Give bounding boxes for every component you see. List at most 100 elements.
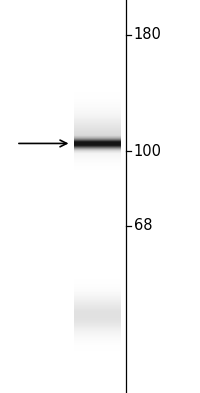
Bar — [74, 284, 120, 285]
Bar — [74, 259, 120, 261]
Bar — [74, 219, 120, 220]
Bar — [74, 87, 120, 89]
Bar — [74, 331, 120, 332]
Text: 180: 180 — [133, 27, 161, 42]
Bar — [74, 275, 120, 277]
Bar — [74, 28, 120, 29]
Bar — [74, 261, 120, 263]
Bar — [74, 71, 120, 73]
Bar — [74, 332, 120, 334]
Bar — [74, 246, 120, 248]
Bar — [74, 47, 120, 48]
Bar — [74, 187, 120, 189]
Bar — [74, 154, 120, 156]
Bar — [74, 115, 120, 116]
Bar — [74, 18, 120, 20]
Bar — [74, 164, 120, 165]
Bar — [74, 239, 120, 240]
Bar — [74, 126, 120, 127]
Bar — [74, 83, 120, 85]
Bar — [74, 166, 120, 167]
Bar — [74, 316, 120, 318]
Bar — [74, 242, 120, 244]
Bar — [74, 289, 120, 290]
Bar — [74, 152, 120, 154]
Bar — [74, 204, 120, 206]
Bar — [74, 319, 120, 320]
Bar — [74, 355, 120, 356]
Bar — [74, 69, 120, 71]
Bar — [74, 268, 120, 269]
Bar — [74, 19, 120, 20]
Bar — [74, 99, 120, 100]
Bar — [74, 108, 120, 109]
Bar — [74, 380, 120, 381]
Bar — [74, 15, 120, 17]
Bar — [74, 224, 120, 226]
Bar — [74, 146, 120, 147]
Bar — [74, 202, 120, 203]
Bar — [74, 231, 120, 232]
Bar — [74, 267, 120, 268]
Bar — [74, 41, 120, 42]
Bar — [74, 194, 120, 195]
Bar — [74, 251, 120, 252]
Bar — [74, 134, 120, 136]
Bar — [74, 180, 120, 181]
Bar — [74, 381, 120, 383]
Bar — [74, 161, 120, 162]
Bar — [74, 72, 120, 73]
Bar — [74, 168, 120, 169]
Bar — [74, 107, 120, 108]
Bar — [74, 351, 120, 353]
Bar — [74, 299, 120, 300]
Bar — [74, 304, 120, 305]
Bar — [74, 152, 120, 153]
Bar — [74, 199, 120, 200]
Bar — [74, 177, 120, 178]
Bar — [74, 322, 120, 323]
Bar — [74, 362, 120, 363]
Bar — [74, 270, 120, 271]
Bar — [74, 341, 120, 342]
Bar — [74, 147, 120, 148]
Bar — [74, 264, 120, 265]
Bar — [74, 75, 120, 76]
Bar — [74, 159, 120, 160]
Bar — [74, 294, 120, 296]
Bar — [74, 149, 120, 150]
Bar — [74, 215, 120, 216]
Bar — [74, 206, 120, 208]
Bar — [74, 64, 120, 65]
Bar — [74, 121, 120, 123]
Bar — [74, 244, 120, 246]
Bar — [74, 298, 120, 299]
Bar — [74, 323, 120, 324]
Bar — [74, 378, 120, 380]
Bar — [74, 13, 120, 15]
Bar — [74, 101, 120, 102]
Bar — [74, 337, 120, 338]
Bar — [74, 116, 120, 117]
Bar — [74, 109, 120, 110]
Bar — [74, 340, 120, 341]
Bar — [74, 26, 120, 27]
Bar — [74, 343, 120, 344]
Bar — [74, 306, 120, 307]
Bar — [74, 187, 120, 188]
Bar — [74, 36, 120, 38]
Bar — [74, 12, 120, 13]
Bar — [74, 288, 120, 289]
Bar — [74, 230, 120, 231]
Bar — [74, 131, 120, 132]
Bar — [74, 42, 120, 43]
Bar — [74, 271, 120, 272]
Bar — [74, 175, 120, 176]
Bar — [74, 59, 120, 60]
Bar — [74, 362, 120, 364]
Bar — [74, 99, 120, 101]
Bar — [74, 294, 120, 295]
Bar — [74, 132, 120, 133]
Bar — [74, 325, 120, 326]
Bar — [74, 162, 120, 163]
